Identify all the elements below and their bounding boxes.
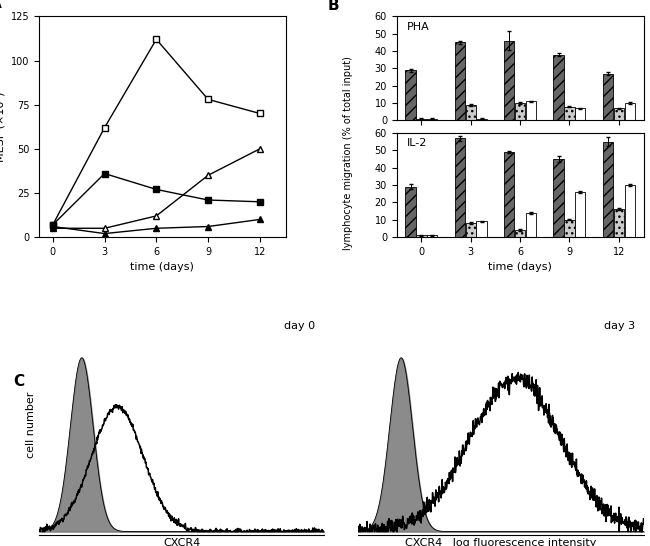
Bar — [614, 108, 624, 121]
Bar — [455, 43, 465, 121]
Bar — [416, 235, 426, 237]
Bar — [427, 119, 437, 121]
Bar — [614, 209, 624, 237]
Bar — [564, 106, 575, 121]
Bar — [504, 152, 514, 237]
Bar — [406, 70, 416, 121]
Bar — [416, 119, 426, 121]
Text: day 3: day 3 — [604, 321, 635, 331]
Y-axis label: MESF (×10³): MESF (×10³) — [0, 92, 5, 162]
Bar — [515, 103, 525, 121]
Bar — [625, 103, 635, 121]
Bar — [625, 185, 635, 237]
Text: A: A — [0, 0, 1, 10]
Bar — [575, 108, 586, 121]
X-axis label: time (days): time (days) — [488, 263, 552, 272]
Bar — [553, 55, 564, 121]
Text: lymphocyte migration (% of total input): lymphocyte migration (% of total input) — [343, 56, 353, 250]
Bar — [515, 230, 525, 237]
Bar — [603, 74, 613, 121]
Bar — [476, 222, 487, 237]
Bar — [553, 159, 564, 237]
Bar — [465, 223, 476, 237]
Bar — [406, 187, 416, 237]
Text: IL-2: IL-2 — [407, 138, 427, 148]
Bar — [526, 213, 536, 237]
Bar — [575, 192, 586, 237]
Bar — [504, 40, 514, 121]
Bar — [455, 138, 465, 237]
Text: B: B — [328, 0, 339, 13]
Bar — [564, 219, 575, 237]
Bar — [603, 141, 613, 237]
Text: C: C — [13, 374, 24, 389]
Bar — [465, 105, 476, 121]
Text: PHA: PHA — [407, 22, 430, 32]
X-axis label: CXCR4   log fluorescence intensity: CXCR4 log fluorescence intensity — [405, 538, 597, 546]
Y-axis label: cell number: cell number — [26, 391, 36, 458]
Text: day 0: day 0 — [285, 321, 316, 331]
Bar — [427, 235, 437, 237]
Bar — [526, 102, 536, 121]
X-axis label: time (days): time (days) — [131, 263, 194, 272]
X-axis label: CXCR4: CXCR4 — [163, 538, 200, 546]
Bar — [476, 119, 487, 121]
